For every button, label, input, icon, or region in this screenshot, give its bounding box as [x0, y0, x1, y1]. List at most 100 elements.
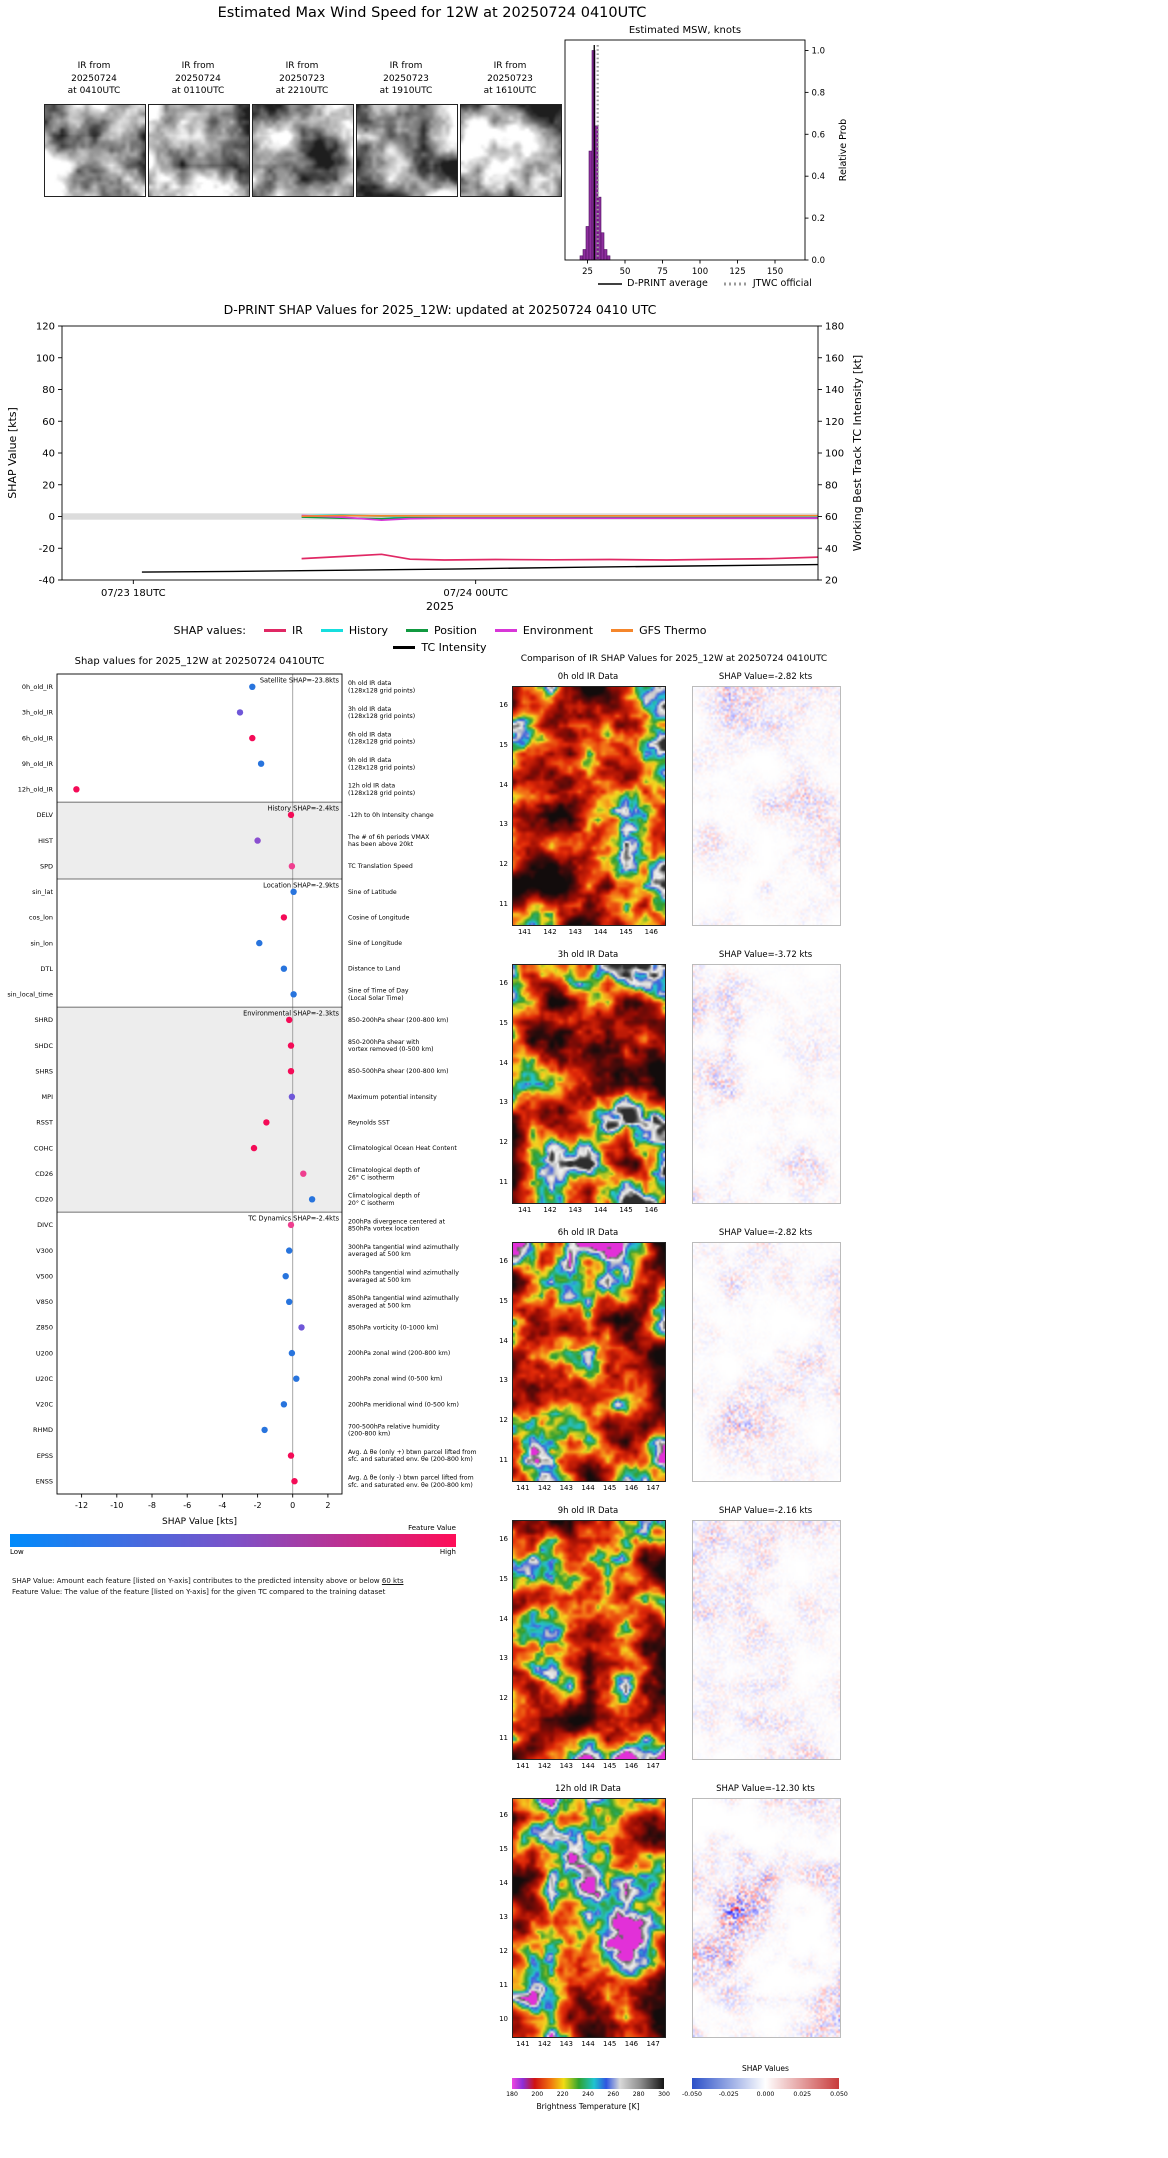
- latitude-tick-label: 16: [499, 1257, 508, 1266]
- dotplot-point: [282, 1273, 289, 1280]
- dotplot-point: [280, 965, 288, 972]
- dotplot-feature-desc: Sine of Time of Day: [348, 988, 409, 995]
- dotplot-feature-label: U20C: [35, 1375, 53, 1383]
- feature-value-low-label: Low: [10, 1548, 24, 1556]
- longitude-tick-label: 147: [646, 1484, 660, 1492]
- longitude-tick-label: 143: [559, 1484, 573, 1492]
- svg-text:125: 125: [729, 267, 745, 277]
- dotplot-feature-desc: -12h to 0h Intensity change: [348, 812, 434, 819]
- shap-panel-title: SHAP Value=-12.30 kts: [716, 1784, 815, 1794]
- dotplot-feature-desc: 200hPa meridional wind (0-500 km): [348, 1401, 459, 1408]
- ir-data-image: [512, 1242, 666, 1482]
- dotplot-feature-desc: sfc. and saturated env. θe (200-800 km): [348, 1482, 473, 1489]
- dotplot-feature-desc: 700-500hPa relative humidity: [348, 1423, 440, 1430]
- svg-text:140: 140: [825, 385, 844, 396]
- legend-swatch: [723, 282, 748, 285]
- bt-colorbar-tick: 280: [632, 2091, 645, 2098]
- timeseries-legend-item: IR: [263, 624, 303, 637]
- svg-text:0: 0: [49, 512, 55, 523]
- svg-text:120: 120: [36, 322, 55, 333]
- longitude-tick-label: 146: [644, 1206, 659, 1214]
- dotplot-feature-desc: 12h old IR data: [348, 783, 395, 790]
- feature-value-high-label: High: [439, 1548, 456, 1556]
- latitude-tick-label: 15: [499, 1575, 508, 1583]
- msw-histogram: Estimated MSW, knots 25 50 75 100 125 150 0.0 0.…: [552, 22, 862, 284]
- dotplot-feature-label: Z850: [36, 1324, 53, 1332]
- dotplot-feature-desc: averaged at 500 km: [348, 1302, 411, 1309]
- dotplot-feature-desc: 300hPa tangential wind azimuthally: [348, 1244, 459, 1251]
- longitude-tick-label: 141: [516, 1762, 530, 1770]
- bt-colorbar-tick: 200: [531, 2091, 544, 2098]
- svg-text:160: 160: [825, 353, 844, 364]
- shap-colorbar-tick: -0.050: [682, 2091, 702, 2098]
- longitude-tick-label: 145: [603, 2040, 617, 2048]
- dotplot-feature-label: 6h_old_IR: [22, 734, 54, 742]
- svg-text:1.0: 1.0: [812, 46, 826, 56]
- svg-text:0.6: 0.6: [812, 130, 826, 140]
- latitude-tick-label: 11: [499, 1177, 508, 1186]
- ir-comparison-row: 9h old IR Data SHAP Value=-2.16 kts 16 15 14…: [480, 1506, 868, 1784]
- feature-value-colorbar: Feature Value Low High: [10, 1524, 456, 1556]
- latitude-tick-label: 15: [499, 1844, 508, 1853]
- dotplot-title: Shap values for 2025_12W at 20250724 041…: [75, 656, 325, 667]
- latitude-tick-label: 12: [499, 860, 508, 868]
- longitude-tick-label: 145: [619, 1206, 633, 1214]
- dotplot-feature-desc: TC Translation Speed: [347, 863, 413, 870]
- svg-text:0.0: 0.0: [812, 256, 826, 266]
- latitude-tick-label: 11: [499, 1455, 508, 1464]
- longitude-tick-label: 144: [593, 1206, 608, 1214]
- svg-text:0: 0: [290, 1501, 295, 1510]
- svg-text:20: 20: [825, 576, 838, 587]
- histogram-bar: [603, 249, 608, 261]
- timeseries-ylabel-left: SHAP Value [kts]: [6, 407, 19, 499]
- dotplot-feature-desc: vortex removed (0-500 km): [348, 1046, 434, 1053]
- dotplot-point: [73, 786, 80, 793]
- ir-thumbnail-label: IR from 20250723 at 1610UTC: [483, 61, 537, 96]
- series-ir: [301, 553, 819, 561]
- dotplot-point: [300, 1170, 307, 1177]
- dotplot-feature-desc: Cosine of Longitude: [348, 914, 410, 921]
- dotplot-feature-desc: 850-500hPa shear (200-800 km): [348, 1068, 449, 1075]
- shap-panel-title: SHAP Value=-2.82 kts: [718, 672, 813, 682]
- dotplot-feature-desc: averaged at 500 km: [348, 1251, 411, 1258]
- dotplot-feature-label: cos_lon: [29, 914, 53, 922]
- svg-text:-8: -8: [148, 1501, 156, 1510]
- ir-comparison-row: 0h old IR Data SHAP Value=-2.82 kts 16 15 14…: [480, 672, 868, 950]
- svg-text:80: 80: [825, 480, 838, 491]
- latitude-tick-label: 13: [499, 1654, 508, 1663]
- bt-colorbar-tick: 220: [556, 2091, 569, 2098]
- dotplot-feature-label: 3h_old_IR: [22, 709, 54, 717]
- ir-thumbnail-image: [356, 103, 458, 197]
- shap-map-image: [692, 1798, 841, 2038]
- latitude-tick-label: 14: [499, 1336, 508, 1345]
- dotplot-feature-desc: 200hPa zonal wind (0-500 km): [348, 1376, 442, 1383]
- dotplot-section-label: TC Dynamics SHAP=-2.4kts: [247, 1215, 339, 1223]
- dotplot-feature-desc: (200-800 km): [348, 1431, 390, 1438]
- svg-text:0.8: 0.8: [812, 88, 826, 98]
- dotplot-point: [261, 1426, 268, 1434]
- timeseries-xlabel: 2025: [426, 600, 454, 613]
- longitude-tick-label: 144: [593, 928, 608, 936]
- dotplot-point: [286, 1298, 293, 1305]
- shap-panel-title: SHAP Value=-2.16 kts: [718, 1506, 813, 1516]
- shap-timeseries-svg: D-PRINT SHAP Values for 2025_12W: update…: [6, 302, 864, 613]
- latitude-tick-label: 16: [499, 1535, 508, 1544]
- shap-dotplot: Shap values for 2025_12W at 20250724 041…: [0, 652, 478, 1542]
- svg-text:0.4: 0.4: [812, 172, 826, 182]
- dotplot-feature-desc: (128x128 grid points): [348, 764, 415, 771]
- timeseries-legend-item: History: [320, 624, 388, 637]
- dotplot-feature-desc: 3h old IR data: [348, 706, 391, 713]
- svg-text:50: 50: [620, 267, 631, 277]
- svg-text:0.2: 0.2: [812, 214, 826, 224]
- longitude-tick-label: 143: [568, 928, 583, 936]
- dotplot-point: [263, 1119, 270, 1126]
- dotplot-point: [290, 888, 297, 895]
- svg-text:120: 120: [825, 417, 844, 428]
- dotplot-section-label: Satellite SHAP=-23.8kts: [260, 677, 340, 685]
- timeseries-legend-title: SHAP values:: [173, 624, 246, 637]
- dotplot-point: [287, 1221, 295, 1229]
- latitude-tick-label: 10: [499, 2014, 508, 2023]
- dotplot-point: [249, 683, 256, 690]
- svg-text:2: 2: [325, 1501, 330, 1510]
- ir-data-image: [512, 1798, 666, 2038]
